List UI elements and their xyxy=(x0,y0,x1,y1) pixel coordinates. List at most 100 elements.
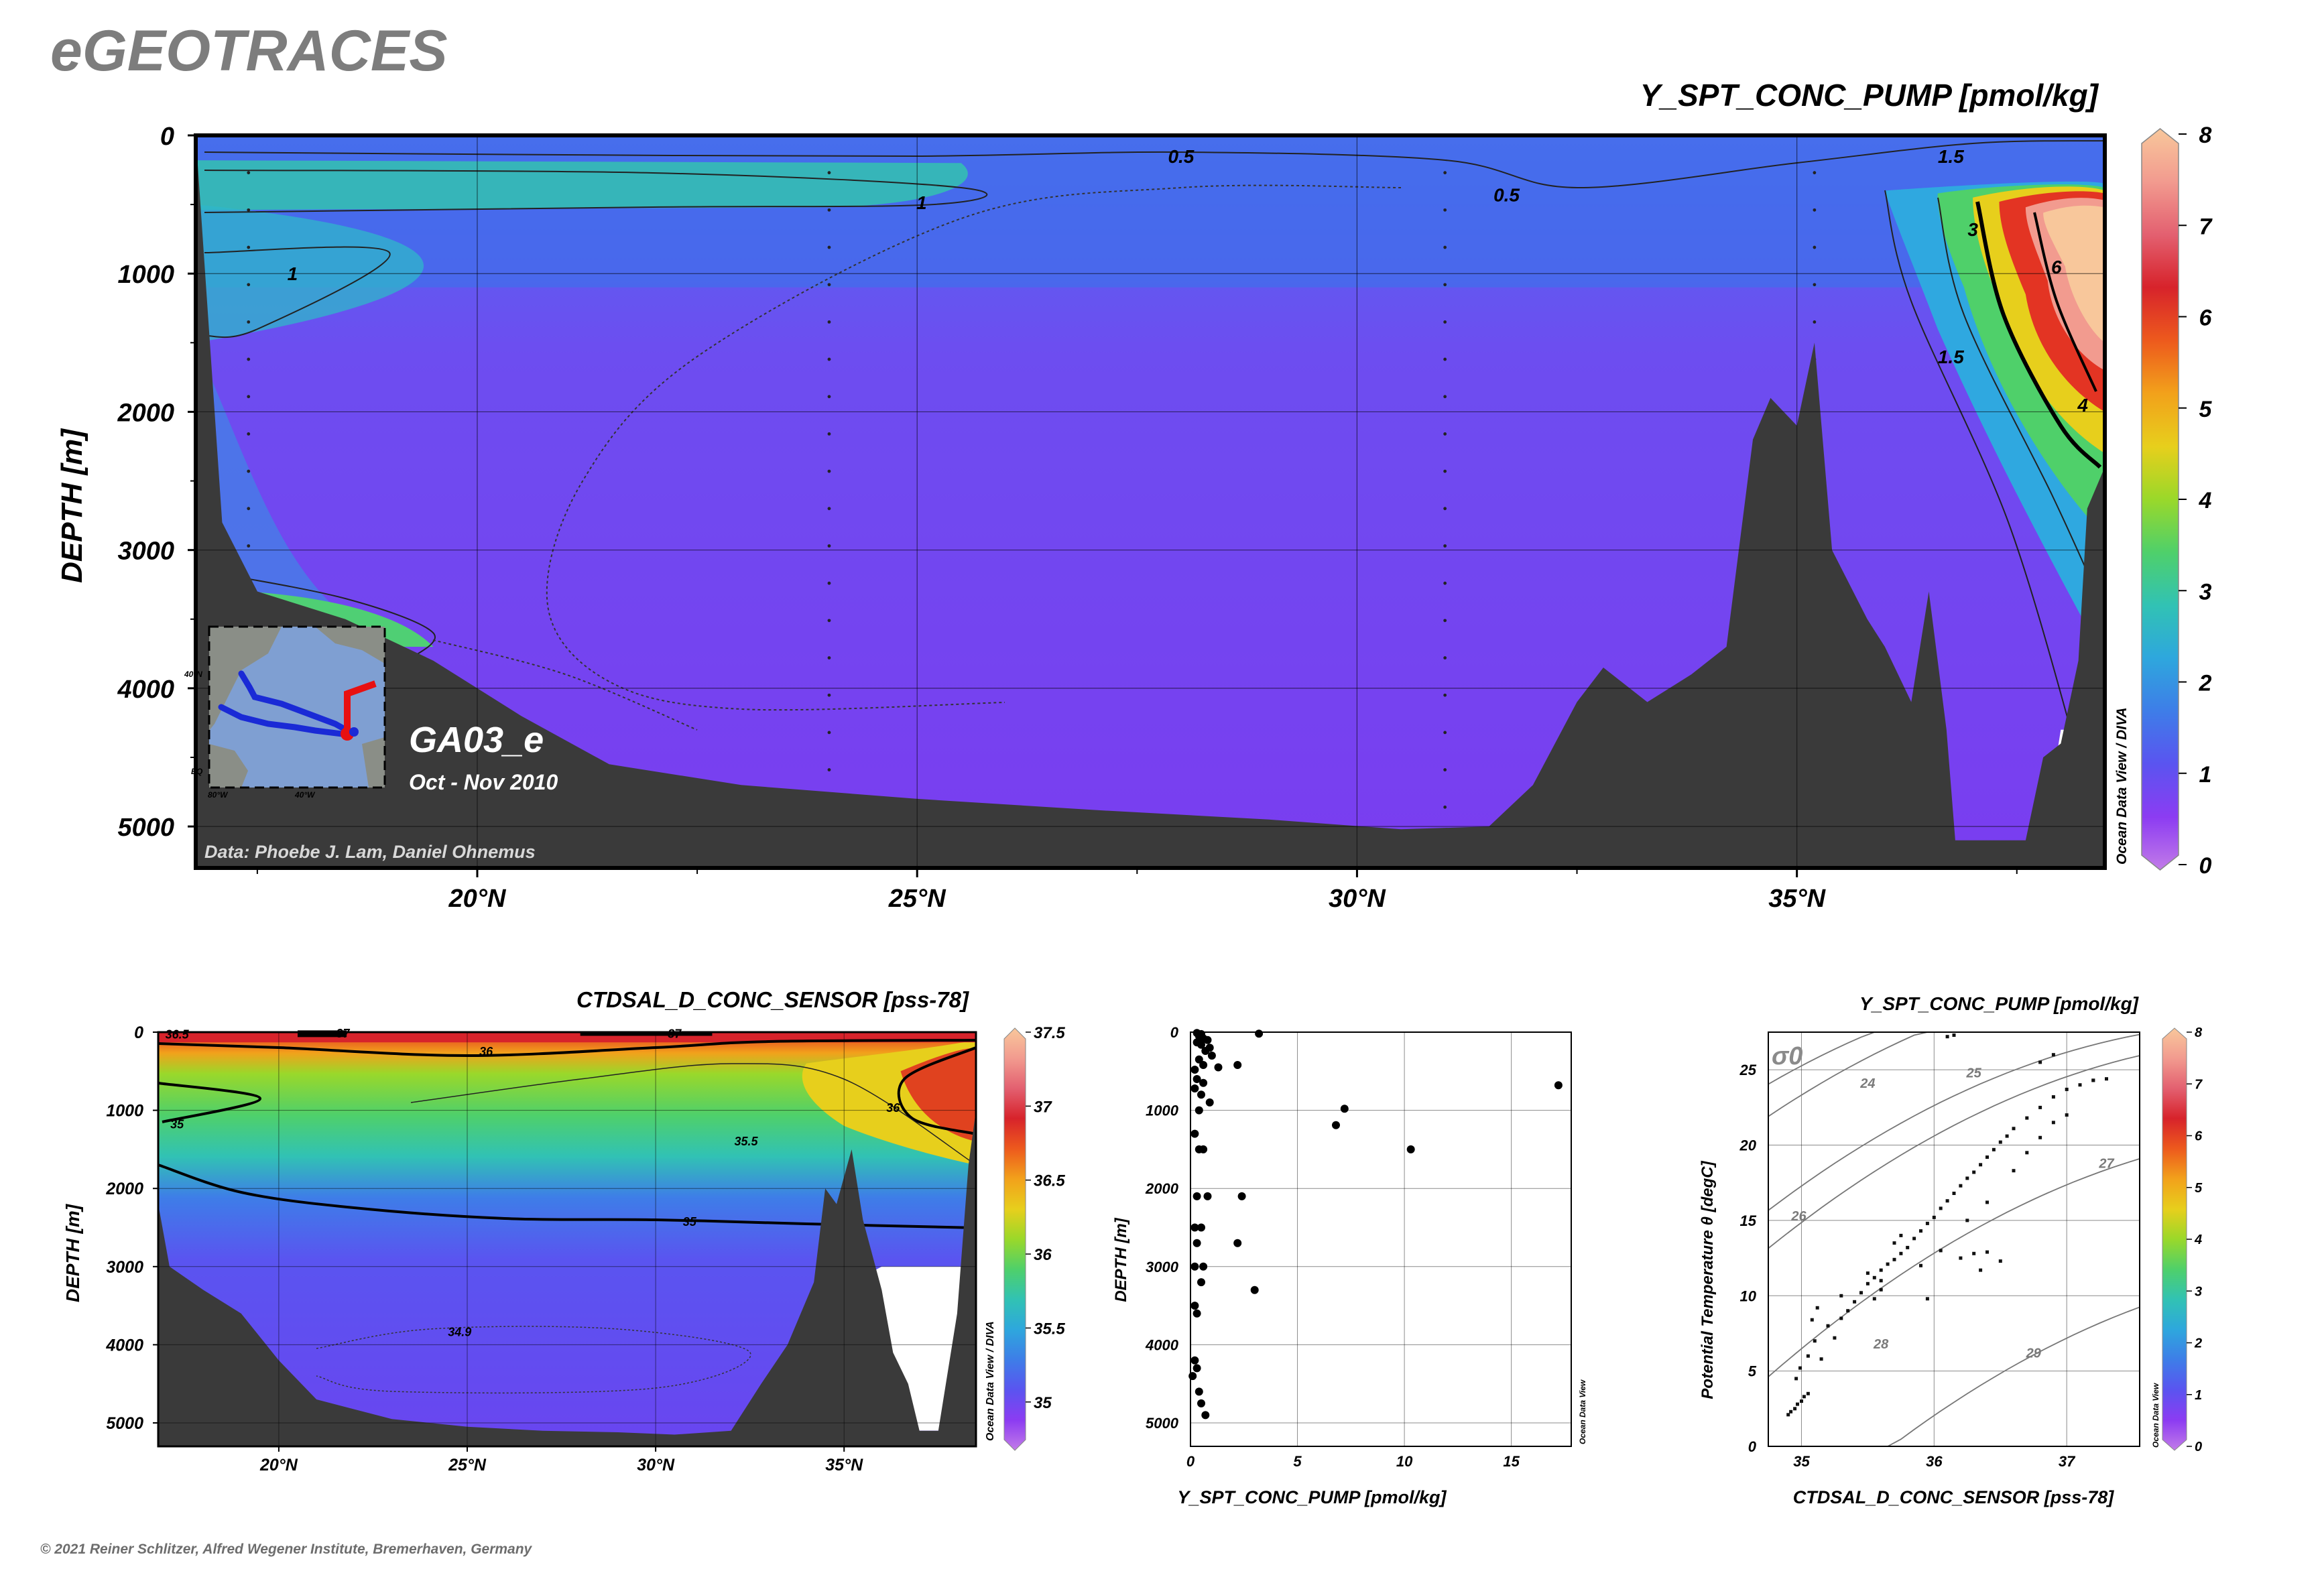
salinity-contour-36-east xyxy=(897,1046,977,1135)
main-station-sample-dot xyxy=(1443,731,1447,735)
main-station-sample-dot xyxy=(1443,656,1447,660)
main-x-tick-label: 25°N xyxy=(888,885,946,913)
salinity-x-ticks: 20°N 25°N 30°N 35°N xyxy=(259,1446,863,1474)
ts-data-point xyxy=(1879,1279,1883,1283)
ts-x-tick-label: 36 xyxy=(1926,1453,1943,1470)
main-station-sample-dot xyxy=(1813,320,1817,324)
main-plot-frame xyxy=(194,133,2107,870)
ts-plot-frame xyxy=(1768,1031,2140,1447)
main-contour-label: 1 xyxy=(916,192,927,213)
profile-data-point xyxy=(1214,1063,1223,1072)
profile-data-point xyxy=(1255,1029,1264,1038)
main-station-sample-dot xyxy=(1813,171,1817,175)
ts-colorbar-body xyxy=(2162,1027,2187,1451)
main-section-plot: Y_SPT_CONC_PUMP [pmol/kg] DEPTH [m] 0100… xyxy=(56,78,2213,913)
main-station-sample-dot xyxy=(827,619,831,623)
ts-data-point xyxy=(1998,1140,2002,1144)
profile-data-point xyxy=(1332,1121,1340,1129)
ts-data-point xyxy=(1959,1256,1963,1260)
profile-gridlines xyxy=(1190,1031,1571,1446)
ts-sigma-isoline-label: 25 xyxy=(1966,1066,1982,1080)
ts-data-point xyxy=(1998,1259,2002,1263)
ts-data-point xyxy=(1872,1275,1876,1279)
ts-sigma-isoline xyxy=(1768,1055,2140,1249)
ts-colorbar-tick-label: 8 xyxy=(2195,1025,2203,1040)
profile-x-tick-label: 5 xyxy=(1293,1453,1302,1470)
ts-data-point xyxy=(1859,1291,1863,1295)
ts-data-point xyxy=(2038,1060,2042,1064)
salinity-colorbar-tick-label: 37 xyxy=(1034,1098,1052,1116)
ts-data-point xyxy=(1794,1377,1798,1381)
ts-colorbar-tick-label: 0 xyxy=(2195,1440,2202,1454)
profile-data-point xyxy=(1195,1106,1203,1115)
main-y-tick-label: 0 xyxy=(160,123,174,151)
main-y-tick-label: 1000 xyxy=(117,261,174,289)
main-station-sample-dot xyxy=(827,656,831,660)
ts-data-point xyxy=(2051,1095,2055,1099)
main-contour-label: 0.5 xyxy=(1493,185,1520,206)
salinity-contour-label: 35 xyxy=(683,1215,697,1229)
profile-y-tick-label: 2000 xyxy=(1145,1180,1179,1197)
profile-x-tick-label: 10 xyxy=(1396,1453,1413,1470)
ts-data-point xyxy=(2012,1127,2016,1131)
salinity-y-tick-label: 3000 xyxy=(106,1258,143,1277)
profile-data-point xyxy=(1192,1192,1201,1200)
inset-land-southamerica xyxy=(209,744,248,788)
main-contour-labels: 0.5 0.5 1 1 1.5 3 4 6 1.5 xyxy=(288,146,2089,416)
salinity-contour-label: 36 xyxy=(886,1101,900,1115)
cruise-label: GA03_e xyxy=(409,720,544,760)
ts-data-point xyxy=(1879,1268,1883,1272)
ts-data-point xyxy=(2025,1151,2029,1155)
ts-data-point xyxy=(1853,1300,1857,1304)
ts-data-point xyxy=(1979,1163,1983,1167)
ts-data-point xyxy=(1979,1268,1983,1272)
salinity-contour-label: 35.5 xyxy=(735,1135,759,1148)
ts-data-point xyxy=(1899,1233,1903,1237)
salinity-contour-label: 35 xyxy=(170,1117,184,1131)
inset-track-west xyxy=(238,670,351,734)
ts-data-point xyxy=(2005,1134,2009,1138)
main-station-sample-dot xyxy=(827,357,831,361)
main-contour-label: 6 xyxy=(2051,257,2062,277)
main-station-sample-dot xyxy=(1443,768,1447,771)
inset-lon-label-40w: 40°W xyxy=(294,790,316,800)
main-station-sample-dot xyxy=(1443,208,1447,212)
inset-lat-label: 40°N xyxy=(184,670,202,679)
ts-data-point xyxy=(2105,1077,2108,1081)
main-colorbar: 0 1 2 3 4 5 6 7 8 xyxy=(2141,123,2213,879)
ts-title: Y_SPT_CONC_PUMP [pmol/kg] xyxy=(1859,993,2140,1014)
ts-data-point xyxy=(1806,1354,1810,1358)
profile-y-tick-label: 4000 xyxy=(1145,1336,1179,1353)
inset-map: 40°N EQ 80°W 40°W xyxy=(184,625,386,800)
ts-data-point xyxy=(1919,1229,1922,1233)
main-station-sample-dot xyxy=(1443,693,1447,697)
ts-data-point xyxy=(1939,1249,1943,1253)
main-station-sample-dot xyxy=(247,395,251,399)
main-contour-dotted-deep xyxy=(432,639,698,731)
inset-lon-label-80w: 80°W xyxy=(208,790,229,800)
main-colorbar-label: Ocean Data View / DIVA xyxy=(2114,707,2130,865)
profile-data-point xyxy=(1195,1387,1203,1396)
main-station-sample-dot xyxy=(827,208,831,212)
main-station-sample-dot xyxy=(1443,581,1447,585)
ts-y-tick-label: 10 xyxy=(1740,1288,1757,1304)
main-station-sample-dot xyxy=(827,320,831,324)
ts-data-point xyxy=(2025,1116,2029,1120)
main-station-sample-dot xyxy=(1443,395,1447,399)
profile-data-point xyxy=(1201,1411,1210,1420)
main-bathymetry xyxy=(196,135,2105,868)
profile-data-point xyxy=(1190,1066,1199,1074)
salinity-y-tick-label: 4000 xyxy=(105,1336,143,1355)
ts-colorbar-tick-label: 6 xyxy=(2195,1129,2203,1144)
profile-x-tick-label: 0 xyxy=(1186,1453,1195,1470)
profile-y-tick-label: 3000 xyxy=(1146,1259,1179,1275)
main-x-ticks: 20°N 25°N 30°N 35°N xyxy=(256,868,2018,913)
ts-data-point xyxy=(1793,1407,1797,1411)
ts-data-point xyxy=(1866,1271,1870,1275)
profile-scatter-plot: DEPTH [m] Y_SPT_CONC_PUMP [pmol/kg] 0100… xyxy=(1112,1024,1587,1507)
main-x-tick-label: 20°N xyxy=(448,885,507,913)
ts-data-point xyxy=(1819,1357,1823,1361)
main-station-sample-dot xyxy=(1443,507,1447,511)
main-section-title: Y_SPT_CONC_PUMP [pmol/kg] xyxy=(1640,78,2099,113)
